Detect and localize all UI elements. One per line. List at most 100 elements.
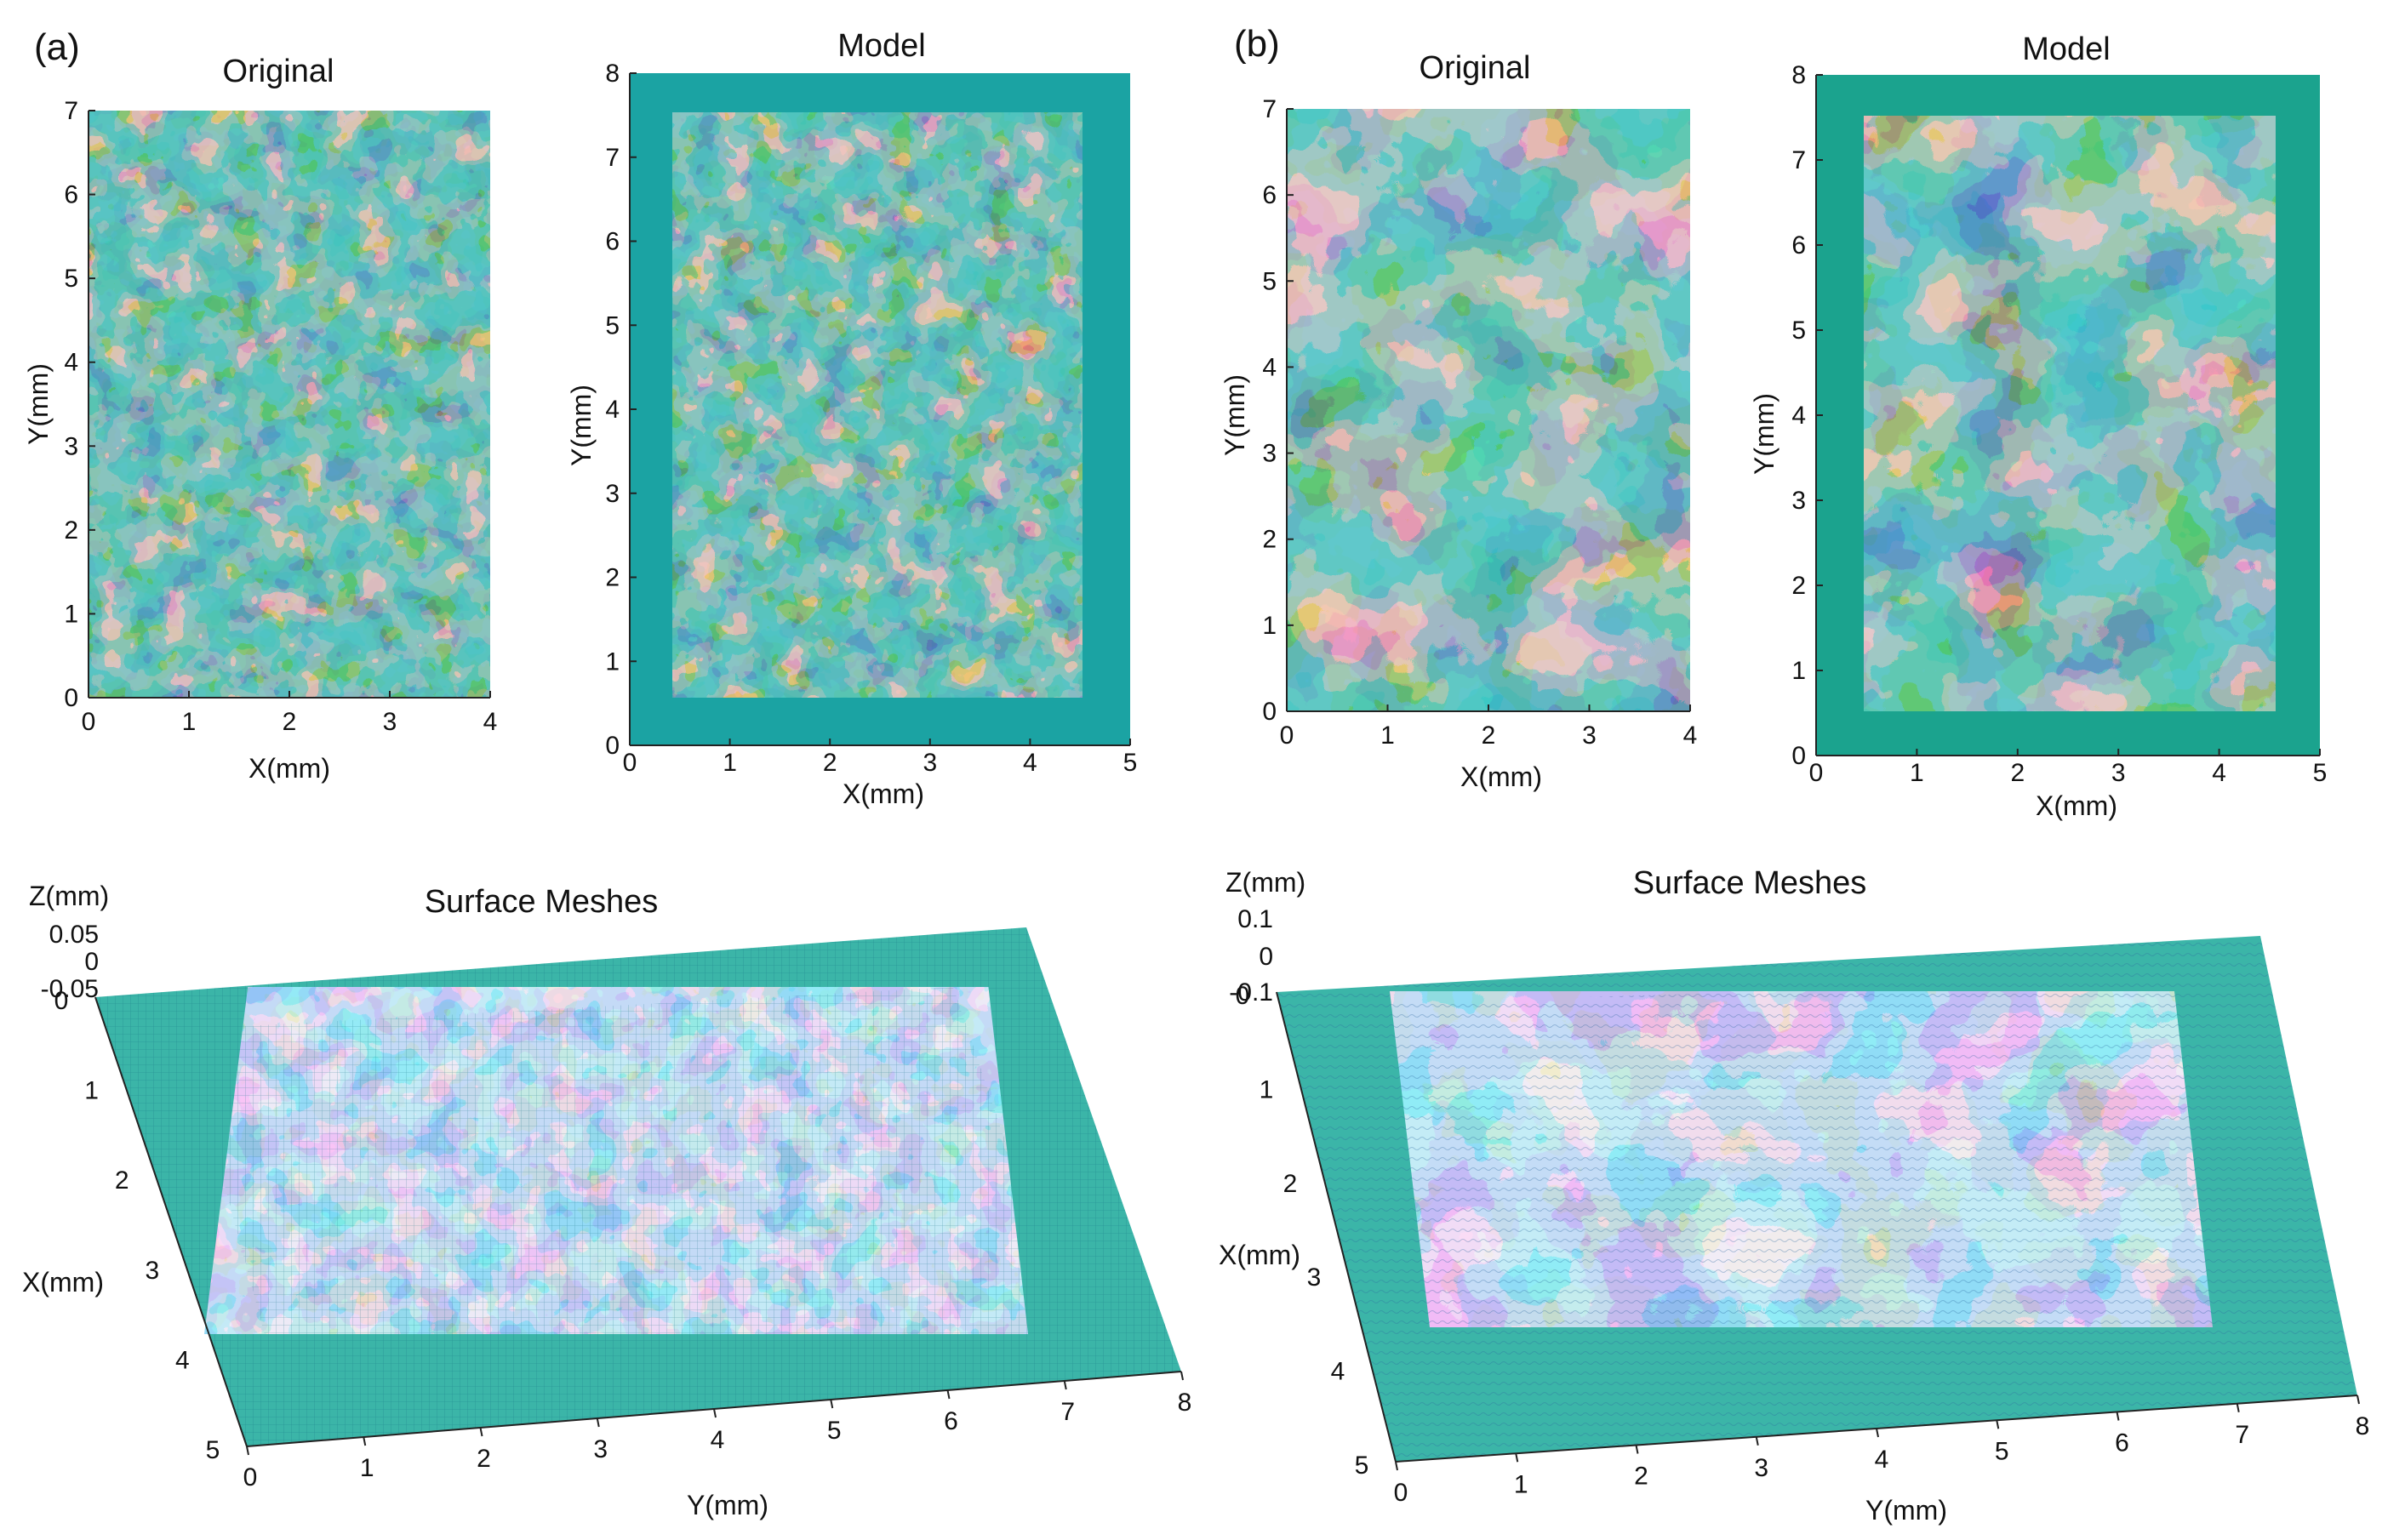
- y-tick-label: 3: [1262, 440, 1277, 468]
- z-tick-label: 0.1: [1237, 905, 1273, 933]
- heightmap-b-model: [1864, 116, 2276, 711]
- y-tick-label: 7: [1060, 1398, 1075, 1426]
- y-tick-label: 5: [1995, 1437, 2009, 1465]
- ylabel-b-mesh: Y(mm): [1865, 1495, 1947, 1526]
- y-tick-label: 4: [1875, 1446, 1889, 1474]
- y-tick-mark: [1755, 1436, 1759, 1446]
- y-tick-mark: [1996, 1420, 2000, 1429]
- x-tick-label: 4: [1331, 1358, 1345, 1386]
- x-tick-label: 2: [1283, 1170, 1298, 1198]
- y-tick-label: 5: [827, 1417, 842, 1445]
- y-tick-mark: [1395, 1461, 1398, 1471]
- x-tick-label: 3: [145, 1257, 159, 1285]
- y-tick-label: 7: [1791, 146, 1806, 174]
- x-tick-label: 1: [84, 1077, 99, 1105]
- y-tick-label: 8: [2356, 1412, 2370, 1440]
- title-b-mesh: Surface Meshes: [1633, 865, 1867, 901]
- ylabel-b-original: Y(mm): [1220, 374, 1250, 456]
- y-tick-mark: [1876, 1428, 1879, 1438]
- y-tick-mark: [1515, 1453, 1519, 1463]
- ylabel-a-original: Y(mm): [23, 363, 54, 445]
- y-tick-mark: [363, 1436, 367, 1446]
- y-tick-mark: [596, 1417, 600, 1428]
- xlabel-b-original: X(mm): [1460, 761, 1542, 792]
- title-a-original: Original: [223, 54, 334, 89]
- xlabel-b-model: X(mm): [2036, 790, 2117, 821]
- y-tick-label: 5: [1262, 267, 1277, 295]
- mesh-bumps-lines-b: [1390, 991, 2213, 1327]
- plot-a-model: Model 0 1 2 3 4 5 0 1 2 3 4 5 6 7 8 X(mm) Y(mm): [566, 28, 1137, 809]
- x-tick-label: 5: [2313, 759, 2328, 787]
- x-tick-label: 3: [923, 749, 937, 777]
- plot-b-model: Model 0 1 2 3 4 5 0 1 2 3 4 5 6 7 8 X(mm) Y(mm): [1749, 31, 2327, 821]
- y-tick-label: 4: [1791, 402, 1806, 430]
- y-tick-label: 0: [243, 1463, 258, 1492]
- y-tick-mark: [946, 1389, 951, 1400]
- ylabel-a-model: Y(mm): [566, 385, 597, 466]
- y-tick-mark: [246, 1446, 249, 1456]
- y-tick-label: 1: [1262, 612, 1277, 640]
- y-tick-mark: [713, 1408, 717, 1418]
- y-tick-label: 1: [64, 600, 78, 628]
- x-tick-label: 0: [623, 749, 637, 777]
- y-tick-mark: [830, 1399, 834, 1409]
- x-tick-label: 3: [383, 708, 397, 736]
- plot-b-original: Original 0 1 2 3 4 0 1 2 3 4 5 6 7 X(mm) Y(mm): [1220, 50, 1697, 792]
- y-tick-label: 5: [64, 265, 78, 293]
- y-tick-label: 7: [605, 144, 620, 172]
- x-tick-label: 1: [1380, 722, 1395, 750]
- y-tick-label: 0: [605, 732, 620, 760]
- x-tick-label: 4: [1023, 749, 1037, 777]
- y-tick-label: 2: [477, 1445, 491, 1473]
- z-tick-label: 0: [1259, 943, 1273, 971]
- y-tick-mark: [1063, 1380, 1067, 1390]
- x-tick-label: 0: [82, 708, 96, 736]
- y-tick-label: 7: [64, 97, 78, 125]
- zlabel-a-mesh: Z(mm): [29, 881, 109, 911]
- x-tick-label: 3: [1307, 1263, 1322, 1292]
- title-b-model: Model: [2022, 31, 2111, 67]
- heightmap-b-original: [1287, 109, 1690, 711]
- y-tick-label: 0: [1791, 742, 1806, 770]
- x-tick-label: 2: [823, 749, 837, 777]
- x-tick-label: 1: [1910, 759, 1924, 787]
- y-tick-label: 1: [1514, 1470, 1528, 1498]
- plot-a-original: Original 0 1 2 3 4 0 1 2 3 4 5 6 7 X(mm) Y(mm): [23, 54, 497, 784]
- x-tick-label: 1: [1260, 1075, 1274, 1104]
- y-tick-mark: [1180, 1371, 1184, 1381]
- y-tick-label: 2: [1262, 526, 1277, 554]
- x-axis-b-mesh: [1276, 991, 1397, 1463]
- x-axis-a-mesh: [94, 996, 248, 1447]
- y-tick-mark: [2116, 1412, 2120, 1421]
- y-tick-label: 2: [1791, 572, 1806, 600]
- y-tick-label: 3: [1754, 1454, 1768, 1482]
- y-tick-label: 3: [1791, 487, 1806, 515]
- x-tick-label: 0: [1236, 982, 1250, 1010]
- x-tick-label: 0: [1280, 722, 1294, 750]
- y-tick-label: 6: [1791, 231, 1806, 260]
- ylabel-b-model: Y(mm): [1749, 393, 1779, 475]
- y-tick-label: 0: [64, 684, 78, 712]
- heightmap-a-model: [672, 112, 1083, 698]
- z-tick-label: 0.05: [49, 921, 99, 949]
- ylabel-a-mesh: Y(mm): [687, 1490, 768, 1520]
- x-tick-label: 0: [54, 987, 69, 1015]
- x-tick-label: 4: [1683, 722, 1698, 750]
- y-tick-mark: [2356, 1395, 2360, 1405]
- y-tick-mark: [1635, 1445, 1639, 1454]
- x-tick-label: 5: [1355, 1452, 1369, 1480]
- x-tick-label: 3: [1582, 722, 1597, 750]
- y-tick-label: 4: [605, 396, 620, 424]
- heightmap-a-original: [89, 111, 490, 698]
- title-a-model: Model: [837, 28, 926, 64]
- z-tick-label: 0: [84, 948, 99, 976]
- x-tick-label: 2: [115, 1166, 129, 1195]
- y-tick-label: 3: [593, 1435, 608, 1463]
- y-tick-label: 1: [360, 1454, 374, 1482]
- x-tick-label: 2: [283, 708, 297, 736]
- y-tick-label: 3: [605, 480, 620, 508]
- x-tick-label: 4: [2212, 759, 2226, 787]
- y-tick-mark: [479, 1427, 483, 1437]
